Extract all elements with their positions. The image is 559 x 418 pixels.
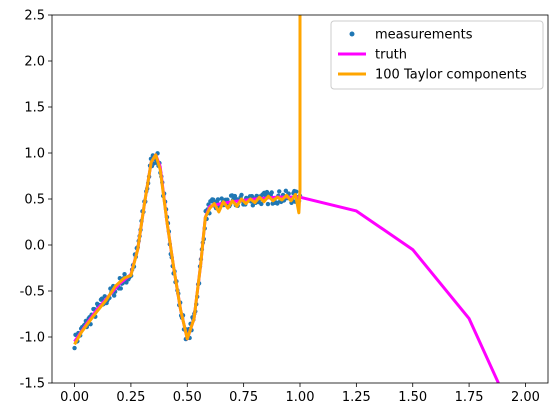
measurement-point [277, 189, 282, 194]
y-tick-label: -1.0 [20, 331, 45, 346]
legend-box [330, 20, 544, 90]
measurement-point [232, 193, 238, 199]
series-taylor-line [73, 15, 302, 346]
y-tick-label: 1.0 [24, 147, 45, 162]
measurement-point [219, 196, 224, 201]
y-tick-label: 2.5 [24, 9, 45, 24]
y-tick-label: 2.0 [24, 55, 45, 70]
x-tick-label: 1.25 [342, 390, 371, 405]
measurement-point [259, 201, 264, 207]
measurement-point [72, 345, 77, 351]
x-tick-label: 1.75 [455, 390, 484, 405]
legend-label: truth [375, 48, 407, 63]
legend-marker [349, 31, 355, 37]
measurement-point [111, 293, 117, 298]
x-tick-label: 0.75 [229, 390, 258, 405]
y-tick-label: -1.5 [20, 377, 45, 392]
legend-entry: 100 Taylor components [338, 68, 527, 83]
measurement-point [294, 189, 299, 194]
y-tick-label: 1.5 [24, 101, 45, 116]
legend: measurements truth 100 Taylor components [330, 20, 544, 90]
measurement-point [239, 192, 244, 198]
measurement-point [122, 271, 127, 277]
x-tick-label: 1.00 [286, 390, 315, 405]
x-tick-label: 0.25 [116, 390, 145, 405]
legend-label: 100 Taylor components [375, 68, 527, 83]
legend-label: measurements [375, 28, 473, 43]
measurement-point [269, 190, 274, 195]
y-tick-label: 0.0 [24, 239, 45, 254]
y-tick-label: 0.5 [24, 193, 45, 208]
measurement-point [118, 286, 123, 291]
measurement-point [265, 201, 271, 207]
x-tick-label: 2.00 [511, 390, 540, 405]
legend-entry: measurements [349, 28, 473, 43]
x-tick-label: 0.00 [60, 390, 89, 405]
measurement-point [283, 188, 289, 193]
measurement-point [250, 203, 256, 208]
x-tick-label: 1.50 [398, 390, 427, 405]
legend-entry: truth [338, 48, 407, 63]
measurement-point [215, 197, 221, 202]
y-tick-label: -0.5 [20, 285, 45, 300]
x-tick-label: 0.50 [173, 390, 202, 405]
measurement-point [225, 197, 230, 202]
